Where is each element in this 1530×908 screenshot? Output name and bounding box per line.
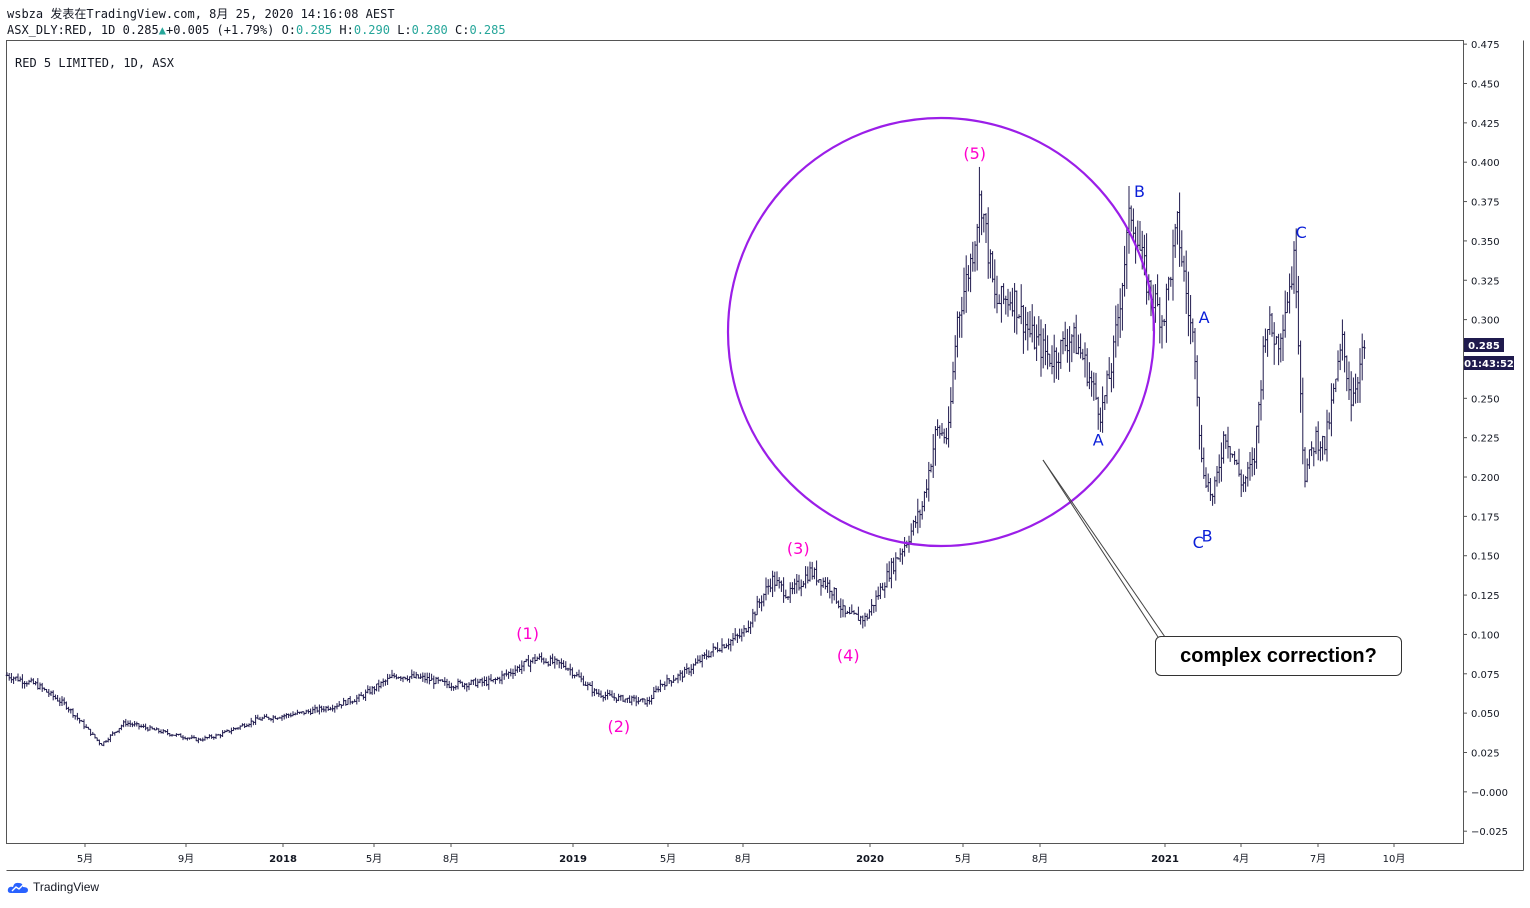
tradingview-cloud-icon [7, 882, 29, 893]
y-tick-label: −0.000 [1471, 788, 1508, 799]
chart-title: RED 5 LIMITED, 1D, ASX [15, 56, 175, 70]
y-tick-label: 0.200 [1471, 473, 1500, 484]
y-tick-label: 0.100 [1471, 630, 1500, 641]
low-label: L: [397, 23, 412, 37]
abc-label: A [1093, 431, 1104, 450]
x-tick-label: 2018 [269, 854, 297, 865]
x-tick-label: 5月 [660, 853, 676, 865]
x-tick-label: 5月 [955, 853, 971, 865]
x-axis: 5月 9月 2018 5月 8月 2019 5月 8月 2020 5月 8月 2021 4月 7月 10月 [77, 843, 1406, 865]
x-tick-label: 7月 [1310, 853, 1326, 865]
x-tick-label: 4月 [1233, 853, 1249, 865]
x-tick-label: 8月 [443, 853, 459, 865]
price-bars [5, 166, 1366, 747]
y-tick-label: 0.425 [1471, 119, 1500, 130]
x-tick-label: 2019 [559, 854, 587, 865]
up-triangle-icon: ▲ [158, 23, 166, 37]
y-tick-label: 0.400 [1471, 158, 1500, 169]
wave-label: (3) [787, 539, 810, 558]
highlight-circle[interactable] [726, 116, 1156, 548]
y-tick-label: 0.375 [1471, 198, 1500, 209]
y-tick-label: 0.075 [1471, 670, 1500, 681]
callout-box[interactable]: complex correction? [1155, 636, 1402, 676]
publish-info: wsbza 发表在TradingView.com, 8月 25, 2020 14… [7, 7, 395, 21]
abc-label: B [1202, 527, 1213, 546]
x-tick-label: 5月 [77, 853, 93, 865]
callout-pointer [1042, 459, 1166, 638]
y-tick-label: 0.225 [1471, 434, 1500, 445]
x-tick-label: 8月 [1032, 853, 1048, 865]
y-tick-label: 0.125 [1471, 591, 1500, 602]
price-tag: 0.285 01:43:52 [1464, 338, 1514, 370]
price-tag-value: 0.285 [1468, 341, 1500, 352]
countdown-value: 01:43:52 [1464, 359, 1514, 370]
ohlc-legend: ASX_DLY:RED, 1D 0.285▲+0.005 (+1.79%) O:… [7, 23, 506, 37]
last-price: 0.285 [122, 23, 159, 37]
abc-label: C [1296, 223, 1307, 242]
y-tick-label: 0.350 [1471, 237, 1500, 248]
y-tick-label: 0.450 [1471, 80, 1500, 91]
open-label: O: [281, 23, 297, 37]
x-tick-label: 8月 [735, 853, 751, 865]
y-tick-label: 0.150 [1471, 552, 1500, 563]
abc-label: B [1134, 182, 1145, 201]
wave-label: (4) [837, 646, 860, 665]
y-tick-label: 0.250 [1471, 394, 1500, 405]
x-tick-label: 2021 [1151, 854, 1179, 865]
close-value: 0.285 [469, 23, 506, 37]
y-tick-label: 0.025 [1471, 748, 1500, 759]
abc-label: A [1199, 308, 1210, 327]
wave-label: (2) [607, 717, 630, 736]
wave-label: (1) [516, 624, 539, 643]
tradingview-logo[interactable]: TradingView [7, 880, 99, 894]
close-label: C: [455, 23, 470, 37]
open-value: 0.285 [296, 23, 333, 37]
x-tick-label: 10月 [1383, 853, 1406, 865]
y-axis: 0.475 0.450 0.425 0.400 0.375 0.350 0.325 0.300… [1463, 40, 1508, 838]
wave-label: (5) [963, 144, 986, 163]
y-tick-label: 0.325 [1471, 276, 1500, 287]
tradingview-brand: TradingView [33, 880, 100, 894]
symbol-label: ASX_DLY:RED, 1D [7, 23, 116, 37]
y-tick-label: 0.475 [1471, 40, 1500, 51]
plot-frame [6, 40, 1464, 844]
x-tick-label: 9月 [178, 853, 194, 865]
y-tick-label: 0.050 [1471, 709, 1500, 720]
x-tick-label: 2020 [856, 854, 884, 865]
y-tick-label: 0.175 [1471, 512, 1500, 523]
abc-label: C [1193, 533, 1204, 552]
high-label: H: [339, 23, 354, 37]
y-tick-label: −0.025 [1471, 827, 1508, 838]
y-tick-label: 0.300 [1471, 316, 1500, 327]
price-change: +0.005 (+1.79%) [165, 23, 275, 37]
high-value: 0.290 [353, 23, 390, 37]
x-tick-label: 5月 [366, 853, 382, 865]
low-value: 0.280 [411, 23, 448, 37]
